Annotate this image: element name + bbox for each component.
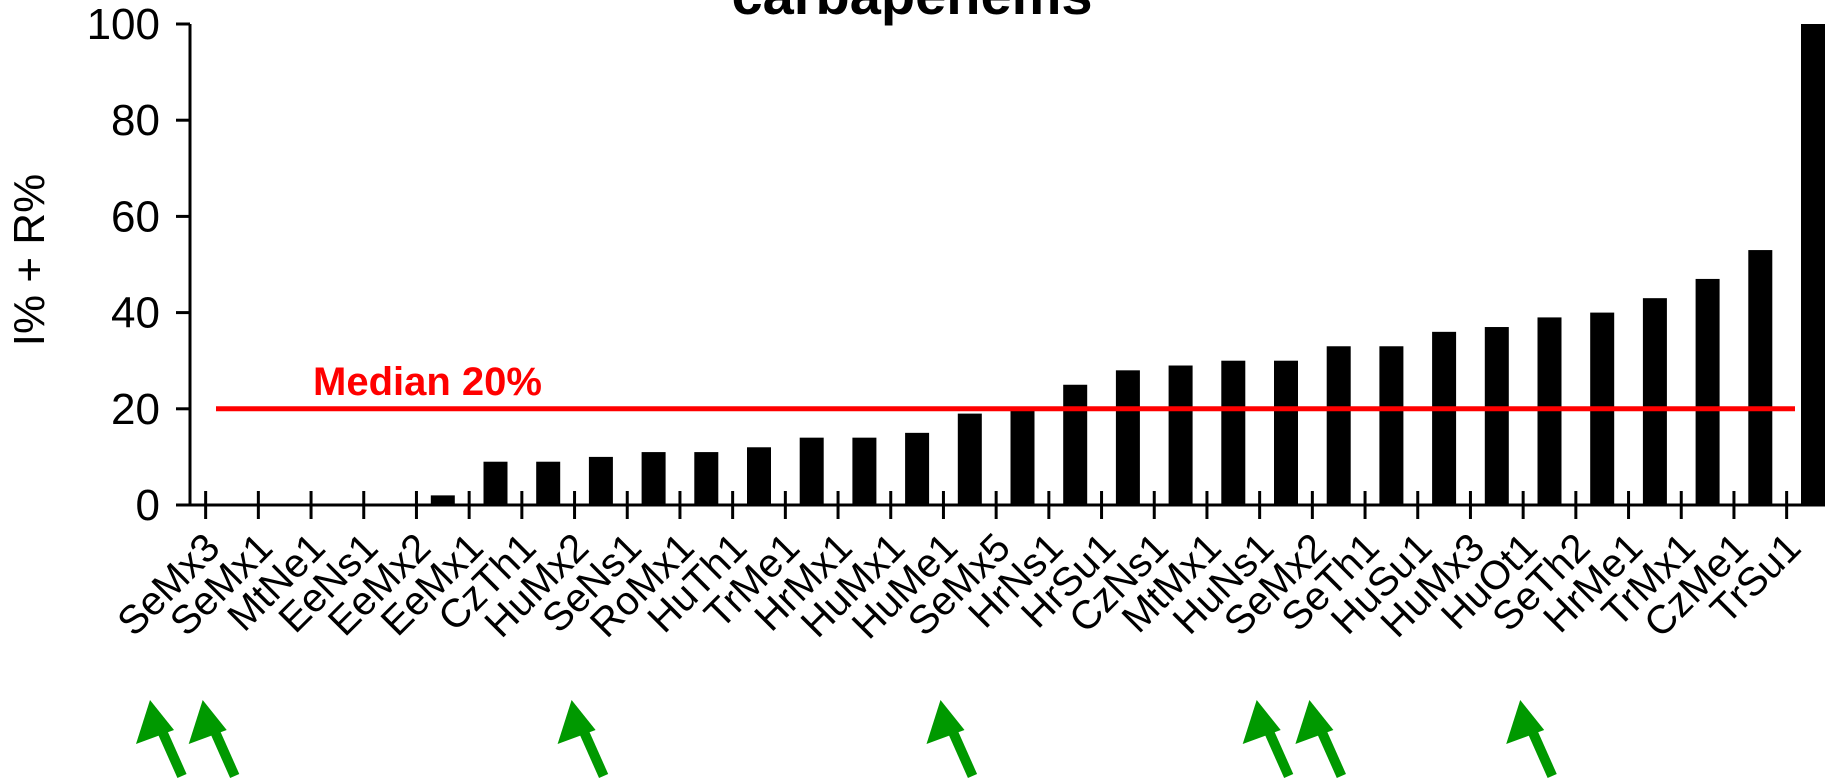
highlight-arrow-SeMx2 (1242, 700, 1294, 779)
bar-HuMx1 (905, 432, 930, 505)
arrow-head (926, 700, 965, 744)
bar-RoMx1 (694, 452, 719, 505)
bar-HuMx3 (1484, 327, 1509, 505)
bars (430, 24, 1825, 505)
y-tick-label: 20 (111, 385, 160, 434)
bar-SeMx2 (1326, 346, 1351, 505)
bar-HrSu1 (1115, 370, 1140, 505)
bar-EeMx2 (430, 495, 455, 505)
bar-SeMx5 (1010, 408, 1035, 505)
bar-CzMe1 (1748, 250, 1773, 505)
x-axis (176, 491, 1825, 519)
bar-HrNs1 (1063, 384, 1088, 505)
y-axis-label: I% + R% (5, 174, 54, 346)
highlight-arrow-SeMx3 (136, 700, 187, 779)
bar-CzNs1 (1168, 365, 1193, 505)
arrow-head (557, 700, 596, 744)
bar-HuNs1 (1274, 360, 1298, 505)
highlight-arrow-SeTh2 (1506, 700, 1557, 779)
median: Median 20% (216, 360, 1795, 412)
bar-SeNs1 (641, 452, 666, 505)
bar-HuMx2 (588, 456, 613, 505)
y-axis: 0 20 40 60 80 100 (87, 0, 192, 530)
bar-TrSu1 (1801, 24, 1825, 505)
bar-HrMe1 (1642, 298, 1667, 505)
bar-HuSu1 (1432, 331, 1457, 505)
bar-HrMx1 (852, 437, 877, 505)
arrow-head (188, 700, 227, 744)
y-tick-label: 0 (136, 481, 160, 530)
bar-CzTh1 (536, 461, 561, 505)
arrow-head (1242, 700, 1281, 744)
bar-MtMx1 (1221, 360, 1246, 505)
y-tick-label: 60 (111, 192, 160, 241)
bar-TrMe1 (799, 437, 824, 505)
highlight-arrow-SeTh1 (1295, 700, 1346, 779)
median-label: Median 20% (313, 360, 542, 404)
bar-TrMx1 (1695, 278, 1720, 505)
bar-SeTh1 (1379, 346, 1404, 505)
arrow-head (1506, 700, 1545, 744)
highlight-arrow-SeMx5 (926, 700, 978, 779)
y-tick-label: 100 (87, 0, 160, 49)
arrow-head (1295, 700, 1334, 744)
x-tick-labels: SeMx3SeMx1MtNe1EeNs1EeMx2EeMx1CzTh1HuMx2… (109, 525, 1809, 647)
highlight-arrow-SeNs1 (557, 700, 609, 779)
y-tick-label: 80 (111, 96, 160, 145)
bar-EeMx1 (483, 461, 508, 505)
highlight-arrows (136, 700, 1557, 779)
arrow-head (136, 700, 174, 744)
bar-HuTh1 (747, 447, 771, 505)
bar-HuMe1 (957, 413, 982, 505)
chart-title: carbapenems (731, 0, 1092, 26)
highlight-arrow-SeMx1 (188, 700, 240, 779)
y-tick-label: 40 (111, 289, 160, 338)
